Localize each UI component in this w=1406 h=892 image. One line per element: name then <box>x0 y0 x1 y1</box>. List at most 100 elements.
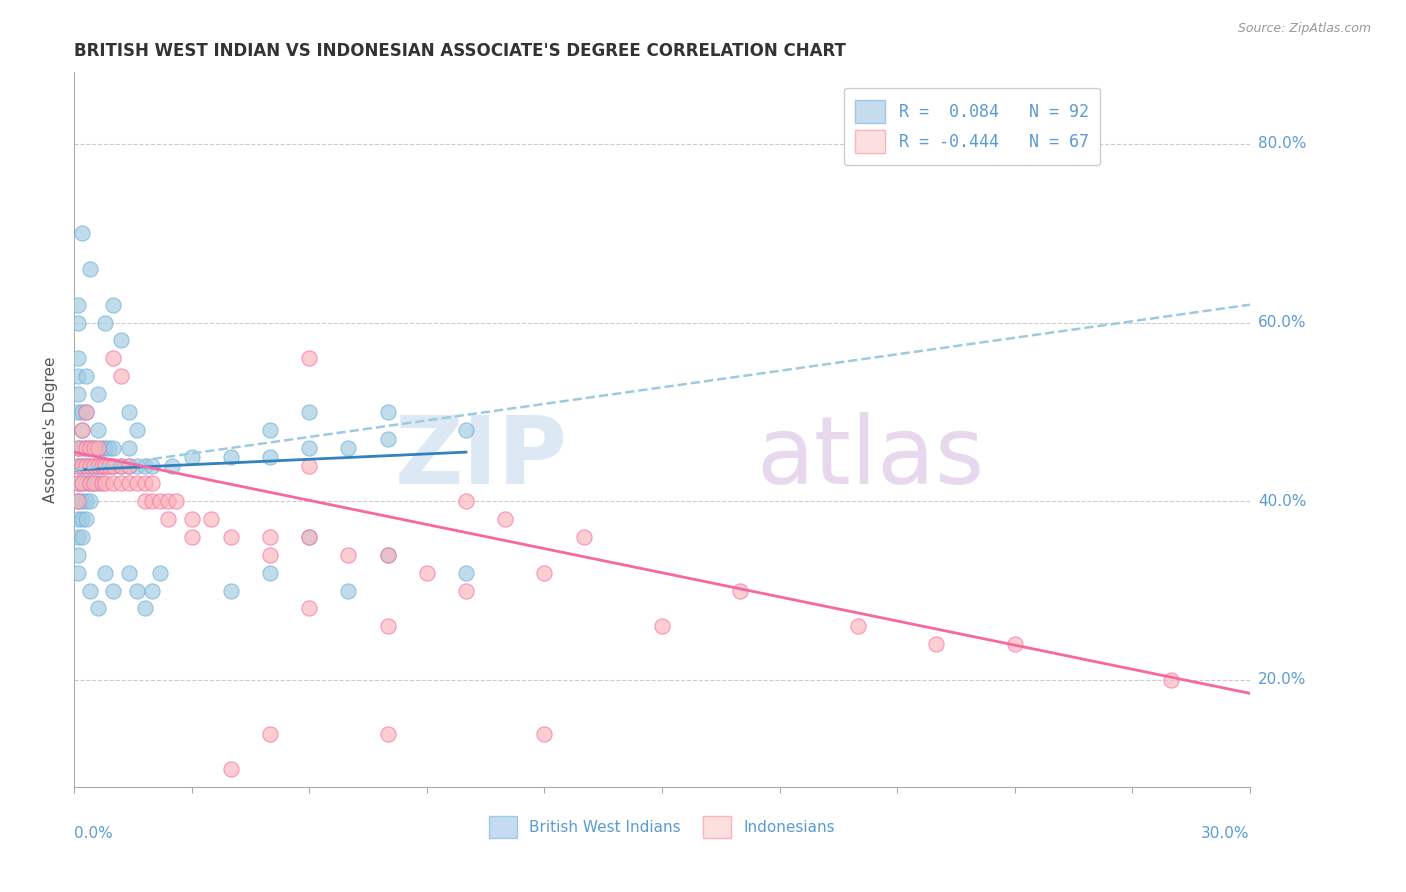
Point <box>66 566 89 580</box>
Point <box>83 441 105 455</box>
Point <box>134 601 156 615</box>
Point <box>298 530 321 544</box>
Point <box>118 476 141 491</box>
Text: atlas: atlas <box>756 412 984 504</box>
Point <box>66 387 89 401</box>
Point <box>141 494 163 508</box>
Point <box>219 530 242 544</box>
Point <box>66 441 89 455</box>
Point <box>149 566 172 580</box>
Point <box>70 512 93 526</box>
Point <box>75 369 97 384</box>
Point <box>259 530 281 544</box>
Point <box>66 298 89 312</box>
Point <box>454 566 477 580</box>
Point <box>219 583 242 598</box>
Point <box>651 619 673 633</box>
Point <box>149 494 172 508</box>
Point <box>134 458 156 473</box>
Point <box>70 530 93 544</box>
Point <box>165 494 187 508</box>
Point <box>219 762 242 776</box>
Point <box>103 583 125 598</box>
Point <box>66 476 89 491</box>
Point <box>86 458 108 473</box>
Point <box>125 423 148 437</box>
Point <box>337 548 360 562</box>
Legend: British West Indians, Indonesians: British West Indians, Indonesians <box>484 810 841 844</box>
Point <box>66 458 89 473</box>
Point <box>75 512 97 526</box>
Point <box>160 458 183 473</box>
Point <box>110 458 132 473</box>
Point <box>454 423 477 437</box>
Point <box>533 566 555 580</box>
Point <box>298 351 321 366</box>
Point <box>70 226 93 240</box>
Point <box>66 512 89 526</box>
Text: 20.0%: 20.0% <box>1258 673 1306 688</box>
Point <box>98 458 121 473</box>
Point <box>125 476 148 491</box>
Point <box>70 405 93 419</box>
Point <box>180 512 202 526</box>
Point <box>118 458 141 473</box>
Point <box>103 476 125 491</box>
Point <box>70 476 93 491</box>
Point <box>98 458 121 473</box>
Point <box>94 566 117 580</box>
Point <box>75 458 97 473</box>
Point <box>90 441 112 455</box>
Text: BRITISH WEST INDIAN VS INDONESIAN ASSOCIATE'S DEGREE CORRELATION CHART: BRITISH WEST INDIAN VS INDONESIAN ASSOCI… <box>75 42 846 60</box>
Point <box>79 494 101 508</box>
Point <box>70 458 93 473</box>
Point <box>66 316 89 330</box>
Point <box>157 494 180 508</box>
Point <box>70 423 93 437</box>
Point <box>79 262 101 277</box>
Point <box>377 548 399 562</box>
Point <box>298 458 321 473</box>
Text: Source: ZipAtlas.com: Source: ZipAtlas.com <box>1237 22 1371 36</box>
Point <box>103 458 125 473</box>
Point <box>298 441 321 455</box>
Point <box>94 316 117 330</box>
Point <box>416 566 439 580</box>
Point <box>118 441 141 455</box>
Point <box>1160 673 1182 687</box>
Point <box>180 530 202 544</box>
Point <box>259 423 281 437</box>
Point <box>90 458 112 473</box>
Point <box>75 458 97 473</box>
Point <box>110 476 132 491</box>
Point <box>180 450 202 464</box>
Point <box>94 458 117 473</box>
Point <box>118 405 141 419</box>
Point <box>86 476 108 491</box>
Point <box>118 458 141 473</box>
Point <box>70 441 93 455</box>
Point <box>118 566 141 580</box>
Point <box>134 494 156 508</box>
Point <box>75 405 97 419</box>
Point <box>86 601 108 615</box>
Point <box>75 405 97 419</box>
Point <box>83 476 105 491</box>
Point <box>454 583 477 598</box>
Point <box>259 566 281 580</box>
Point <box>86 458 108 473</box>
Point <box>66 494 89 508</box>
Point <box>66 458 89 473</box>
Point <box>70 494 93 508</box>
Text: 30.0%: 30.0% <box>1201 826 1250 841</box>
Point <box>141 583 163 598</box>
Point <box>79 458 101 473</box>
Point <box>66 441 89 455</box>
Point <box>98 441 121 455</box>
Point <box>219 450 242 464</box>
Point <box>83 458 105 473</box>
Point <box>79 441 101 455</box>
Point <box>90 476 112 491</box>
Point <box>86 441 108 455</box>
Point <box>141 458 163 473</box>
